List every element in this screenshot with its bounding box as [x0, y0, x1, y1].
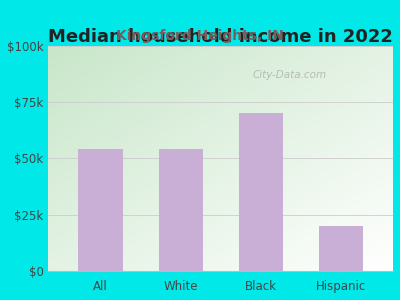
Bar: [319, 226, 363, 271]
Bar: [239, 113, 283, 271]
Bar: [159, 149, 203, 271]
Text: Kingsford Heights, IN: Kingsford Heights, IN: [116, 29, 284, 43]
Bar: [78, 149, 122, 271]
Text: City-Data.com: City-Data.com: [253, 70, 327, 80]
Title: Median household income in 2022: Median household income in 2022: [48, 28, 393, 46]
